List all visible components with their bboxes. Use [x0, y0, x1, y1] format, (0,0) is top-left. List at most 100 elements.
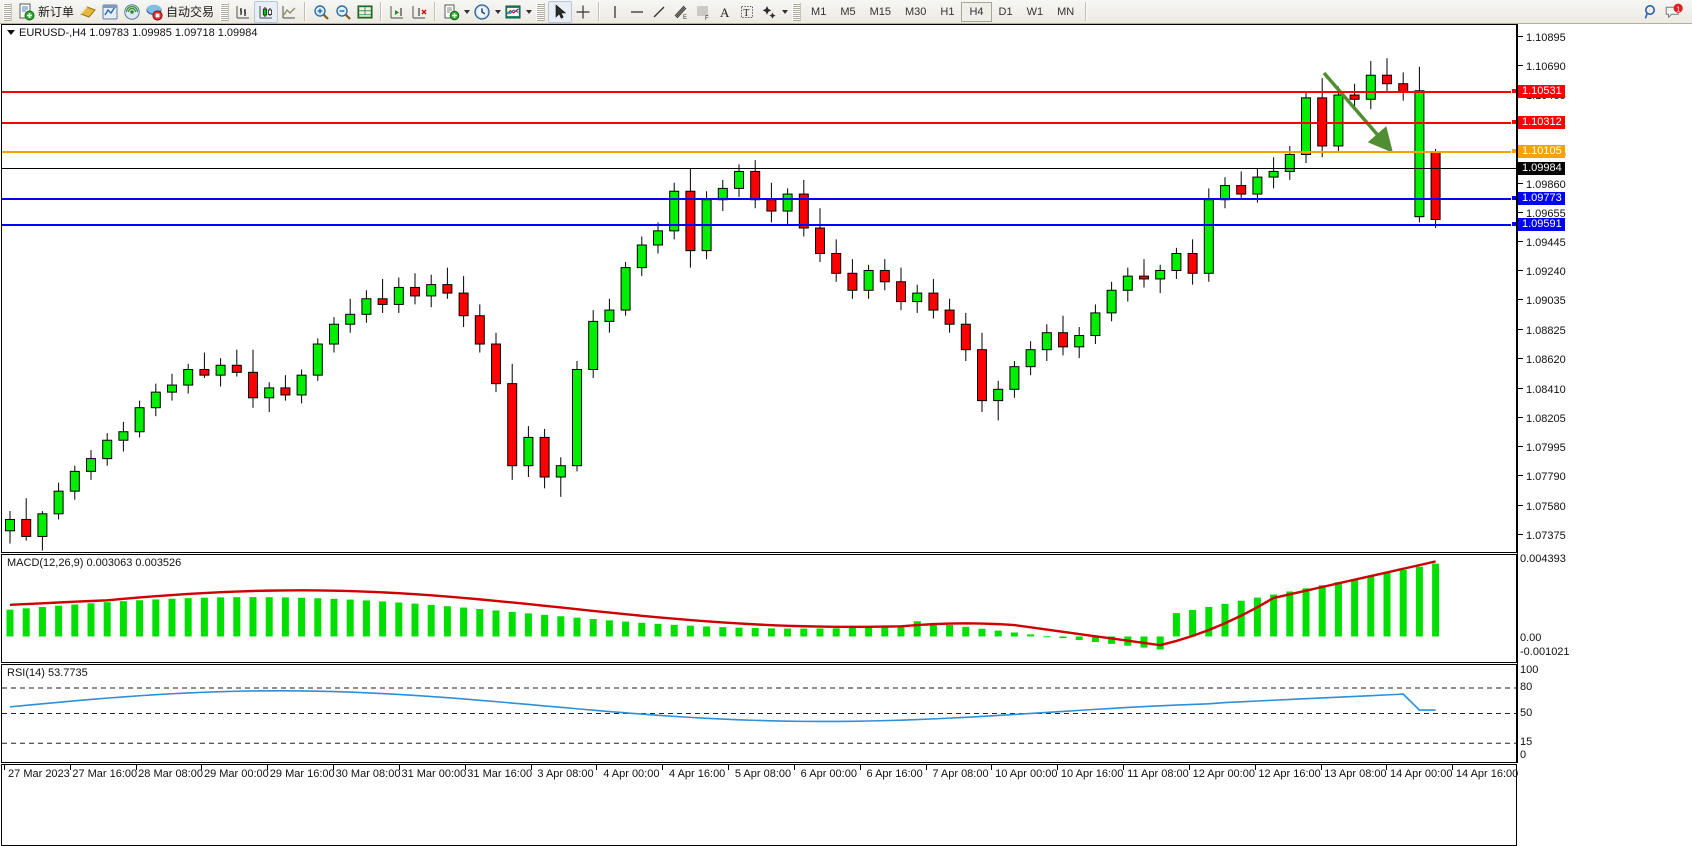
- rsi-tick-0: 0: [1520, 749, 1527, 761]
- time-separator: [333, 765, 335, 770]
- price-tick: 1.10895: [1518, 33, 1566, 44]
- time-separator: [1123, 765, 1125, 770]
- fibonacci-icon[interactable]: F: [692, 1, 714, 23]
- period-icon[interactable]: [471, 1, 493, 23]
- price-pane[interactable]: EURUSD-,H4 1.09783 1.09985 1.09718 1.099…: [1, 24, 1517, 553]
- time-separator: [4, 765, 5, 770]
- notification-icon[interactable]: 1: [1662, 1, 1686, 23]
- macd-pane[interactable]: MACD(12,26,9) 0.003063 0.003526: [1, 554, 1517, 663]
- time-separator: [398, 765, 400, 770]
- price-tick: 1.09035: [1518, 296, 1566, 307]
- toolbar-separator-5: [1085, 2, 1088, 21]
- auto-trading-icon[interactable]: [143, 1, 165, 23]
- search-icon[interactable]: [1640, 1, 1662, 23]
- toolbar-grip[interactable]: [3, 2, 12, 21]
- tile-windows-icon[interactable]: [354, 1, 376, 23]
- toolbar-grip-4[interactable]: [792, 2, 802, 21]
- time-separator: [69, 765, 71, 770]
- price-tick: 1.09860: [1518, 179, 1566, 191]
- expert-advisor-icon[interactable]: [77, 1, 99, 23]
- price-tag-support-1[interactable]: 1.09773: [1518, 191, 1565, 205]
- timeframe-mn[interactable]: MN: [1057, 5, 1075, 18]
- time-label: 4 Apr 00:00: [603, 768, 660, 780]
- collapse-caret-icon[interactable]: [7, 30, 15, 35]
- price-axis[interactable]: 1.108951.106901.104851.102751.100701.098…: [1517, 24, 1692, 763]
- timeframe-m1[interactable]: M1: [811, 5, 827, 18]
- time-separator: [662, 765, 664, 770]
- notification-badge-count: 1: [1676, 6, 1680, 13]
- price-tick: 1.09655: [1518, 208, 1566, 220]
- time-separator: [267, 765, 269, 770]
- rsi-pane[interactable]: RSI(14) 53.7735: [1, 664, 1517, 763]
- terminal-icon[interactable]: [99, 1, 121, 23]
- hline-icon[interactable]: [626, 1, 648, 23]
- candlestick-icon[interactable]: [254, 0, 279, 23]
- text-icon[interactable]: A: [714, 1, 736, 23]
- time-separator: [201, 765, 203, 770]
- timeframe-h4[interactable]: H4: [961, 1, 992, 22]
- time-label: 14 Apr 00:00: [1390, 768, 1453, 780]
- svg-text:A: A: [720, 5, 730, 20]
- price-tick: 1.10690: [1518, 62, 1566, 73]
- timeframe-w1[interactable]: W1: [1026, 5, 1044, 18]
- signals-icon[interactable]: [121, 1, 143, 23]
- toolbar-grip-3[interactable]: [536, 2, 546, 21]
- channel-icon[interactable]: E: [670, 1, 692, 23]
- time-separator: [1254, 765, 1256, 770]
- time-label: 11 Apr 08:00: [1127, 768, 1189, 780]
- time-label: 27 Mar 16:00: [72, 768, 138, 780]
- price-tag-current-price[interactable]: 1.09984: [1518, 162, 1565, 176]
- crosshair-icon[interactable]: [572, 1, 594, 23]
- bar-chart-icon[interactable]: [232, 1, 254, 23]
- timeframe-h1[interactable]: H1: [940, 5, 955, 18]
- toolbar-grip-2[interactable]: [220, 2, 230, 21]
- templates-caret-icon[interactable]: [462, 2, 471, 22]
- indicators-icon[interactable]: [502, 1, 524, 23]
- timeframe-d1[interactable]: D1: [998, 5, 1013, 18]
- period-caret-icon[interactable]: [493, 2, 502, 22]
- zoom-in-icon[interactable]: [310, 1, 332, 23]
- line-chart-icon[interactable]: [278, 1, 300, 23]
- macd-plot: [6, 560, 1440, 650]
- price-candles: [5, 58, 1441, 551]
- price-tick: 1.09240: [1518, 267, 1566, 278]
- trendline-icon[interactable]: [648, 1, 670, 23]
- cursor-icon[interactable]: [548, 0, 573, 23]
- annotation-layer: [1322, 71, 1393, 153]
- macd-label: MACD(12,26,9) 0.003063 0.003526: [7, 557, 182, 569]
- price-tag-resistance-1[interactable]: 1.10531: [1518, 84, 1565, 98]
- timeframe-m5[interactable]: M5: [840, 5, 856, 18]
- shapes-caret-icon[interactable]: [780, 2, 789, 22]
- new-order-button[interactable]: [15, 1, 37, 23]
- price-tag-resistance-2[interactable]: 1.10312: [1518, 115, 1565, 129]
- price-tag-entry-level[interactable]: 1.10105: [1518, 144, 1565, 158]
- time-label: 14 Apr 16:00: [1455, 768, 1519, 780]
- price-tick: 1.07790: [1518, 472, 1566, 483]
- time-separator: [464, 765, 466, 770]
- time-label: 29 Mar 16:00: [269, 768, 335, 780]
- price-tag-support-2[interactable]: 1.09591: [1518, 217, 1565, 231]
- shapes-icon[interactable]: [758, 1, 780, 23]
- indicators-caret-icon[interactable]: [524, 2, 533, 22]
- vline-icon[interactable]: [604, 1, 626, 23]
- zoom-out-icon[interactable]: [332, 1, 354, 23]
- label-icon[interactable]: T: [736, 1, 758, 23]
- auto-scroll-icon[interactable]: [408, 1, 430, 23]
- chart-area[interactable]: EURUSD-,H4 1.09783 1.09985 1.09718 1.099…: [0, 24, 1692, 846]
- time-label: 31 Mar 00:00: [401, 768, 467, 780]
- time-axis[interactable]: 27 Mar 2023 27 Mar 16:00 28 Mar 08:00 29 Ma…: [1, 764, 1519, 846]
- price-tick: 1.08620: [1518, 355, 1566, 366]
- timeframe-m30[interactable]: M30: [905, 5, 927, 18]
- timeframe-m15[interactable]: M15: [869, 5, 891, 18]
- rsi-tick-15: 15: [1520, 736, 1533, 749]
- time-label: 30 Mar 08:00: [335, 768, 401, 780]
- toolbar-separator-2: [380, 2, 383, 21]
- time-separator: [1386, 765, 1388, 770]
- time-label: 13 Apr 08:00: [1324, 768, 1387, 780]
- shift-end-icon[interactable]: [386, 1, 408, 23]
- templates-icon[interactable]: [440, 1, 462, 23]
- svg-text:E: E: [683, 15, 687, 21]
- time-label: 12 Apr 16:00: [1258, 768, 1321, 780]
- rsi-plot: [2, 687, 1516, 744]
- time-label: 6 Apr 16:00: [866, 768, 923, 780]
